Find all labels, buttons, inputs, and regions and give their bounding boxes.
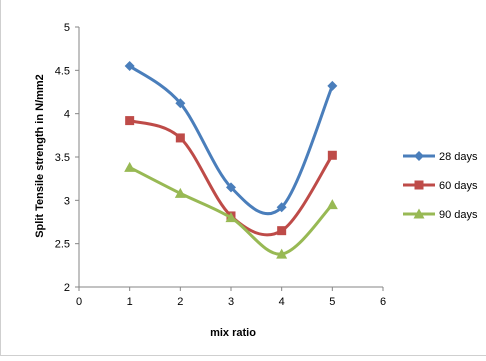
x-tick-label: 6 [380, 296, 386, 308]
data-point-series-2 [277, 226, 287, 236]
data-point-series-2 [125, 116, 135, 126]
x-tick-label: 1 [127, 296, 133, 308]
data-point-series-3 [326, 199, 338, 210]
legend-marker-1 [414, 151, 424, 161]
legend: 28 days 60 days 90 days [403, 151, 478, 221]
data-point-series-2 [175, 133, 185, 143]
legend-marker-2 [414, 180, 424, 190]
legend-label-3: 90 days [439, 209, 478, 221]
data-point-series-3 [276, 248, 288, 259]
data-point-series-1 [124, 61, 135, 71]
x-tick-label: 5 [329, 296, 335, 308]
x-tick-label: 4 [279, 296, 285, 308]
series-layer [124, 61, 338, 259]
data-point-series-1 [276, 202, 287, 213]
y-tick-label: 5 [64, 22, 70, 34]
x-tick-label: 0 [76, 296, 82, 308]
y-axis-label: Split Tensile strength in N/mm2 [34, 74, 46, 238]
legend-marker-3 [413, 208, 425, 219]
y-tick-label: 4.5 [55, 65, 70, 77]
data-point-series-1 [226, 182, 236, 193]
y-tick-label: 3 [64, 195, 70, 207]
y-tick-label: 4 [64, 109, 70, 121]
x-tick-label: 2 [177, 296, 183, 308]
x-axis-label: mix ratio [210, 327, 256, 339]
legend-label-1: 28 days [439, 151, 478, 163]
data-point-series-1 [175, 98, 186, 109]
data-point-series-2 [327, 150, 337, 160]
axes: 2 2.5 3 3.5 4 4.5 5 0 1 2 3 4 5 6 [55, 22, 386, 308]
data-point-series-3 [124, 161, 136, 172]
legend-label-2: 60 days [439, 180, 478, 192]
data-point-series-3 [225, 212, 237, 223]
y-tick-label: 3.5 [55, 152, 70, 164]
y-tick-label: 2.5 [55, 239, 70, 251]
series-line-3 [128, 165, 334, 256]
data-point-series-3 [174, 187, 186, 198]
y-tick-label: 2 [64, 282, 70, 294]
x-tick-label: 3 [228, 296, 234, 308]
data-point-series-1 [327, 80, 338, 91]
